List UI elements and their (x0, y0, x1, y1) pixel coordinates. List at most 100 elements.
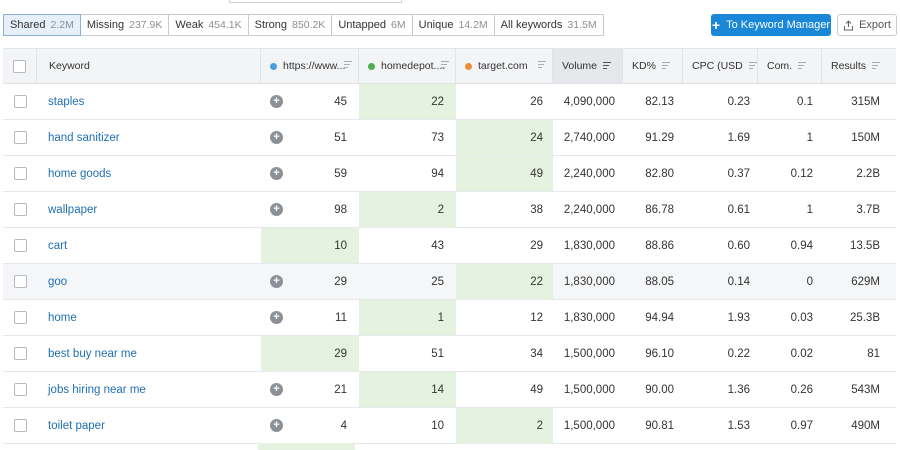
keyword-link[interactable]: best buy near me (48, 347, 137, 360)
volume-value: 1,830,000 (563, 239, 615, 252)
to-keyword-manager-label: To Keyword Manager (726, 19, 831, 31)
domain2-dot-icon (368, 62, 375, 70)
column-volume[interactable]: Volume (553, 49, 623, 83)
domain1-position: 51 (334, 131, 347, 144)
column-domain3-label: target.com (478, 60, 528, 72)
column-kd-label: KD% (632, 60, 656, 72)
filter-tab[interactable]: Weak 454.1K (168, 14, 249, 36)
row-checkbox[interactable] (13, 419, 27, 432)
column-keyword[interactable]: Keyword (37, 49, 261, 83)
domain1-position: 45 (334, 95, 347, 108)
filter-tab[interactable]: Shared 2.2M (3, 14, 81, 36)
competition-value: 0.97 (790, 419, 813, 432)
row-checkbox[interactable] (13, 203, 27, 216)
keyword-link[interactable]: wallpaper (48, 203, 98, 216)
filter-tab[interactable]: All keywords 31.5M (493, 14, 604, 36)
row-select-cell (3, 228, 37, 263)
keyword-link[interactable]: toilet paper (48, 419, 105, 432)
keyword-cell: toilet paper + (37, 408, 283, 443)
column-cpc[interactable]: CPC (USD) (683, 49, 758, 83)
column-domain2[interactable]: homedepot.... (359, 49, 456, 83)
keyword-cell: home goods + (37, 156, 283, 191)
keyword-link[interactable]: staples (48, 95, 85, 108)
domain1-position: 98 (334, 203, 347, 216)
kd-value: 82.13 (645, 95, 674, 108)
table-row: hand sanitizer +51 73 24 2,740,000 91.29 1.69 1… (3, 120, 896, 156)
sort-icon[interactable] (344, 61, 352, 69)
table-row: toilet paper +4 10 2 1,500,000 90.81 1.53 0.97 4… (3, 408, 896, 444)
filter-tab[interactable]: Strong 850.2K (247, 14, 333, 36)
top-toolbar: Shared 2.2M Missing 237.9K Weak 454.1K Strong 8… (0, 0, 900, 48)
keyword-cell: wallpaper + (37, 192, 283, 227)
row-checkbox[interactable] (13, 95, 27, 108)
competition-value: 0.94 (790, 239, 813, 252)
row-checkbox[interactable] (13, 167, 27, 180)
sort-icon[interactable] (798, 62, 807, 70)
keyword-link[interactable]: cart (48, 239, 68, 252)
sort-icon[interactable] (749, 62, 757, 70)
cpc-value: 1.69 (727, 131, 750, 144)
sort-icon[interactable] (872, 62, 881, 70)
kd-value: 96.10 (645, 347, 674, 360)
row-select-cell (3, 120, 37, 155)
keyword-link[interactable]: home goods (48, 167, 112, 180)
add-keyword-icon[interactable]: + (270, 383, 283, 396)
row-checkbox[interactable] (13, 131, 27, 144)
add-keyword-icon[interactable]: + (270, 167, 283, 180)
row-checkbox[interactable] (13, 347, 27, 360)
filter-tab-count: 454.1K (208, 19, 242, 31)
add-keyword-icon[interactable]: + (270, 275, 283, 288)
cpc-value: 0.37 (727, 167, 750, 180)
export-button[interactable]: Export (837, 14, 897, 36)
domain3-position: 22 (456, 264, 553, 299)
row-checkbox[interactable] (13, 311, 27, 324)
plus-icon: + (711, 17, 721, 33)
domain3-position: 49 (530, 383, 543, 396)
competition-value: 0.02 (790, 347, 813, 360)
domain2-position: 73 (431, 131, 444, 144)
column-com[interactable]: Com. (758, 49, 822, 83)
column-domain1[interactable]: https://www... (261, 49, 359, 83)
table-header: Keyword https://www... homedepot.... tar… (3, 49, 896, 84)
sort-desc-icon[interactable] (603, 62, 612, 70)
sort-icon[interactable] (441, 61, 449, 69)
column-domain3[interactable]: target.com (456, 49, 553, 83)
table-row: home goods +59 94 49 2,240,000 82.80 0.37 0.12 2… (3, 156, 896, 192)
cpc-value: 1.53 (727, 419, 750, 432)
row-checkbox[interactable] (13, 275, 27, 288)
domain3-position: 29 (530, 239, 543, 252)
select-all-checkbox[interactable] (13, 59, 26, 73)
add-keyword-icon[interactable]: + (270, 311, 283, 324)
filter-tab[interactable]: Untapped 6M (331, 14, 413, 36)
keyword-link[interactable]: goo (48, 275, 68, 288)
cpc-value: 1.93 (727, 311, 750, 324)
row-select-cell (3, 84, 37, 119)
competition-value: 0.26 (790, 383, 813, 396)
domain1-position: 10 (261, 228, 359, 263)
domain3-position: 26 (530, 95, 543, 108)
add-keyword-icon[interactable]: + (270, 203, 283, 216)
column-kd[interactable]: KD% (623, 49, 683, 83)
results-value: 150M (851, 131, 880, 144)
domain1-position: 29 (261, 336, 359, 371)
keyword-link[interactable]: jobs hiring near me (48, 383, 146, 396)
filter-tab-label: Missing (86, 19, 125, 31)
row-checkbox[interactable] (13, 383, 27, 396)
filter-tab[interactable]: Unique 14.2M (411, 14, 495, 36)
add-keyword-icon[interactable]: + (270, 95, 283, 108)
row-select-cell (3, 408, 37, 443)
keyword-link[interactable]: home (48, 311, 77, 324)
keyword-link[interactable]: hand sanitizer (48, 131, 120, 144)
to-keyword-manager-button[interactable]: + To Keyword Manager (711, 14, 831, 36)
column-results[interactable]: Results (822, 49, 888, 83)
row-checkbox[interactable] (13, 239, 27, 252)
table-row: cart+10 43 29 1,830,000 88.86 0.60 0.94 13.5B (3, 228, 896, 264)
add-keyword-icon[interactable]: + (270, 419, 283, 432)
add-keyword-icon[interactable]: + (270, 131, 283, 144)
sort-icon[interactable] (538, 61, 546, 69)
volume-value: 2,240,000 (563, 203, 615, 216)
filter-tab[interactable]: Missing 237.9K (79, 14, 170, 36)
table-row: wallpaper +98 2 38 2,240,000 86.78 0.61 1 3.7B (3, 192, 896, 228)
sort-icon[interactable] (661, 62, 670, 70)
cpc-value: 0.60 (727, 239, 750, 252)
